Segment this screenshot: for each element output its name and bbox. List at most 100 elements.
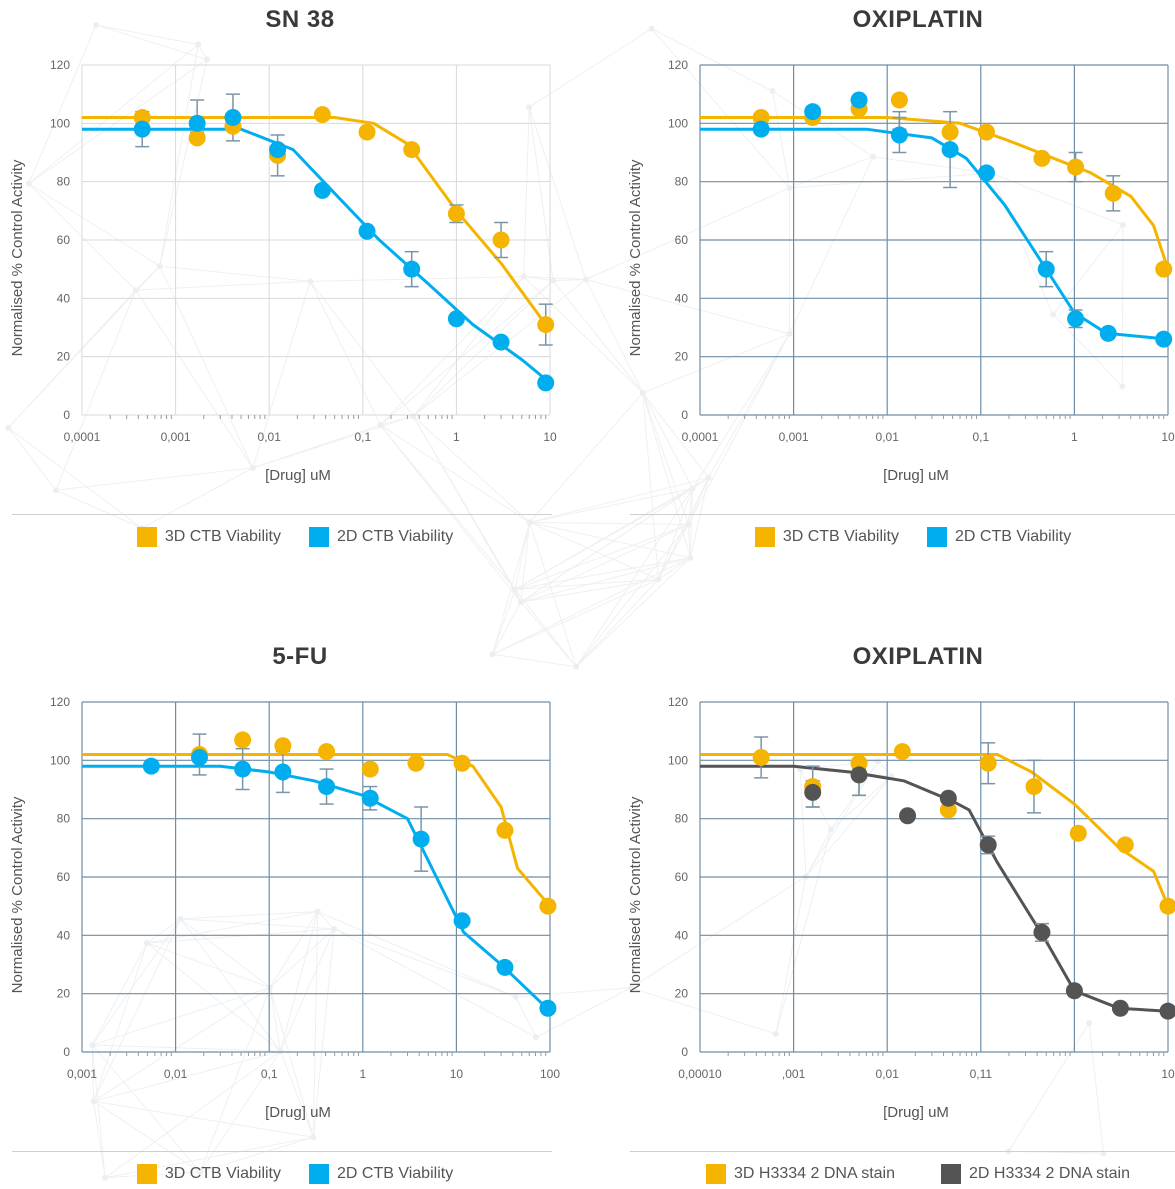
network-line [529,487,693,523]
network-line [575,524,689,668]
network-line [269,928,335,988]
legend-swatch-icon [941,1164,961,1184]
data-point-series-1 [1104,184,1122,202]
network-node [89,1041,96,1048]
chart-legend: 3D CTB Viability 2D CTB Viability [0,527,590,547]
legend-label: 3D CTB Viability [782,528,899,545]
data-point-series-1 [893,743,911,761]
network-line [687,524,691,558]
network-line [529,521,691,559]
network-node [786,330,793,337]
network-node [307,278,314,285]
network-line [651,28,790,189]
x-axis-label: [Drug] uM [883,1104,949,1121]
network-line [93,1101,106,1178]
network-line [180,918,281,1052]
network-node [827,826,834,833]
x-axis-label: [Drug] uM [265,467,331,484]
network-line [7,265,161,429]
x-tick-label: 0,1 [354,430,371,444]
network-line [7,427,57,491]
data-point-series-2 [977,164,995,182]
network-line [529,521,659,580]
data-point-series-2 [1155,330,1173,348]
network-line [412,415,516,590]
y-axis-label: Normalised % Control Activity [9,796,26,993]
network-node [628,984,635,991]
legend-item-2d-ctb: 2D CTB Viability [309,527,453,547]
data-point-series-1 [453,754,471,772]
network-line [799,769,807,877]
network-line [520,578,659,603]
network-line [269,987,314,1138]
y-axis-label: Normalised % Control Activity [9,159,26,356]
network-node [310,1134,317,1141]
chart-panel-oxiplatin-ctb: OXIPLATIN 0 20 40 60 80 100 120 0,0001 0,001 0,01… [618,0,1175,580]
x-tick-label: 0,001 [161,430,191,444]
network-node [204,56,211,63]
x-tick-label: 0,01 [258,430,282,444]
network-line [789,156,874,189]
network-line [514,557,691,590]
network-line [317,911,335,930]
x-tick-label: 0,001 [67,1067,97,1081]
legend-divider [12,1151,552,1152]
network-node [277,1048,284,1055]
network-node [25,180,32,187]
data-point-series-1 [1025,778,1043,796]
network-line [642,333,790,394]
network-line [28,24,97,184]
network-line [553,279,586,282]
data-point-series-2 [447,310,465,328]
network-line [91,1044,95,1102]
network-line [529,477,709,523]
data-point-series-2 [318,778,336,796]
x-axis-label: [Drug] uM [265,1104,331,1121]
network-line [528,107,554,281]
data-point-series-1 [496,821,514,839]
legend-item-2d-ctb: 2D CTB Viability [927,527,1071,547]
network-node [517,599,524,606]
data-point-series-2 [1033,923,1051,941]
data-point-series-2 [190,748,208,766]
network-node [249,464,256,471]
network-line [146,942,281,1052]
data-point-series-1 [1159,897,1175,915]
data-point-series-2 [453,912,471,930]
legend-divider [12,514,552,515]
y-axis-label: Normalised % Control Activity [627,796,644,993]
data-point-series-1 [941,123,959,141]
y-tick-label: 20 [675,350,689,364]
network-node [687,554,694,561]
network-line [514,524,689,590]
network-node [685,521,692,528]
network-line [96,24,199,45]
network-node [489,651,496,658]
x-tick-label: 0,0001 [682,430,719,444]
data-point-series-1 [492,231,510,249]
network-line [514,578,659,590]
fit-curve-series-1 [82,753,552,908]
data-point-series-1 [539,897,557,915]
x-tick-label: 0,1 [261,1067,278,1081]
chart-title: OXIPLATIN [852,643,984,670]
network-node [1050,311,1057,318]
legend-swatch-icon [136,1164,157,1184]
x-tick-label: 100 [540,1067,560,1081]
network-node [267,984,274,991]
network-line [146,918,181,944]
network-node [526,104,533,111]
network-line [312,928,335,1138]
network-node [52,487,59,494]
network-line [630,987,777,1035]
legend-label: 2D CTB Viability [337,528,454,545]
network-line [689,477,709,558]
fit-curve-series-1 [700,753,1170,907]
network-node [870,153,877,160]
network-node [512,993,519,1000]
data-point-series-2 [1067,310,1085,328]
network-node [772,1030,779,1037]
x-tick-label: 1 [453,430,460,444]
network-line [93,942,148,1102]
network-line [520,477,709,603]
